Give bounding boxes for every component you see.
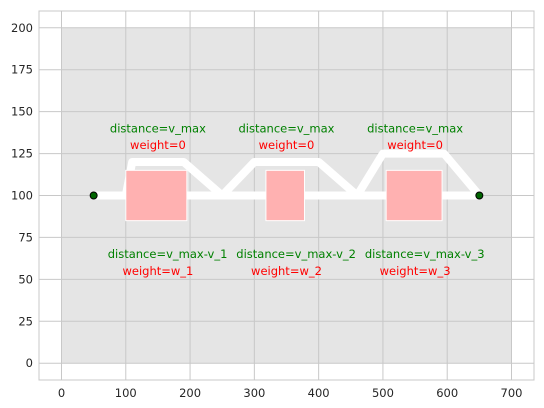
y-tick-label: 25: [18, 314, 33, 328]
annotation-layer: distance=v_max weight=0 distance=v_maxweig…: [108, 121, 485, 278]
node-layer: [89, 191, 484, 200]
weight-annotation: weight=w_3: [380, 264, 451, 278]
x-tick-label: 0: [58, 386, 65, 400]
x-tick-label: 700: [501, 386, 523, 400]
x-tick-label: 600: [436, 386, 458, 400]
tick-label-layer: 0 100 200 300 400 500 600 700 0 25 50 75 100 125 150 17…: [11, 21, 522, 400]
y-tick-label: 175: [11, 63, 33, 77]
node-point: [475, 191, 484, 200]
x-tick-label: 400: [308, 386, 330, 400]
obstacle-rect: [265, 169, 305, 222]
y-tick-label: 0: [26, 356, 33, 370]
y-tick-label: 150: [11, 105, 33, 119]
y-tick-label: 125: [11, 147, 33, 161]
weight-annotation: weight=w_2: [251, 264, 322, 278]
distance-annotation: distance=v_max: [239, 121, 335, 135]
x-tick-label: 300: [243, 386, 265, 400]
weight-annotation: weight=0: [387, 138, 443, 152]
distance-annotation: distance=v_max: [367, 121, 463, 135]
weight-annotation: weight=0: [130, 138, 186, 152]
x-tick-label: 100: [115, 386, 137, 400]
weight-annotation: weight=w_1: [122, 264, 193, 278]
obstacle-rect: [385, 169, 443, 222]
y-tick-label: 200: [11, 21, 33, 35]
node-point: [89, 191, 98, 200]
distance-annotation: distance=v_max-v_3: [365, 247, 485, 261]
x-tick-label: 200: [179, 386, 201, 400]
obstacle-layer: [125, 169, 443, 222]
x-tick-label: 500: [372, 386, 394, 400]
distance-annotation: distance=v_max-v_2: [236, 247, 356, 261]
distance-annotation: distance=v_max: [110, 121, 206, 135]
distance-annotation: distance=v_max-v_1: [108, 247, 228, 261]
y-tick-label: 100: [11, 189, 33, 203]
weight-annotation: weight=0: [259, 138, 315, 152]
y-tick-label: 75: [18, 230, 33, 244]
obstacle-rect: [125, 169, 188, 222]
y-tick-label: 50: [18, 272, 33, 286]
